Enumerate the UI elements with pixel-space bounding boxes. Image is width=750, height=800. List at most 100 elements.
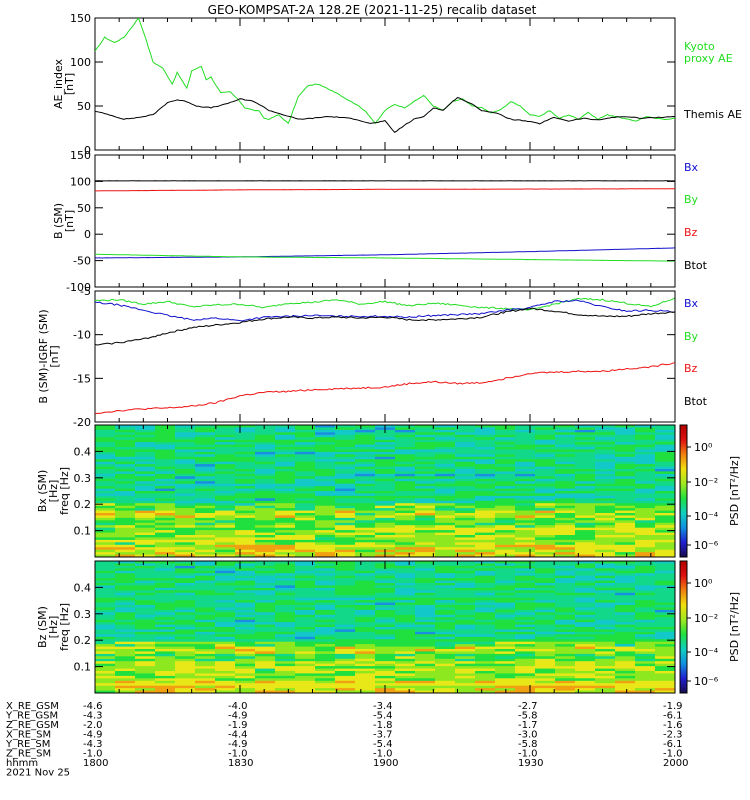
- spectrogram-cell: [555, 532, 576, 536]
- spectrogram-cell: [355, 617, 376, 621]
- spectrogram-cell: [375, 631, 396, 635]
- spectrogram-cell: [635, 602, 656, 606]
- spectrogram-cell: [275, 456, 296, 460]
- spectrogram-cell: [335, 675, 356, 679]
- spectrogram-cell: [275, 427, 296, 431]
- spectrogram-cell: [235, 600, 256, 604]
- spectrogram-cell: [95, 658, 116, 662]
- spectrogram-cell: [195, 522, 216, 526]
- spectrogram-cell: [415, 685, 436, 689]
- spectrogram-cell: [195, 486, 216, 490]
- spectrogram-cell: [335, 656, 356, 660]
- spectrogram-cell: [235, 683, 256, 687]
- spectrogram-cell: [115, 561, 136, 564]
- spectrogram-cell: [335, 561, 356, 564]
- spectrogram-cell: [335, 629, 356, 633]
- spectrogram-cell: [255, 592, 276, 596]
- spectrogram-cell: [275, 437, 296, 441]
- spectrogram-cell: [315, 605, 336, 608]
- spectrogram-cell: [375, 527, 396, 531]
- spectrogram-cell: [555, 609, 576, 613]
- spectrogram-cell: [335, 456, 356, 460]
- spectrogram-cell: [255, 544, 276, 548]
- spectrogram-cell: [435, 673, 456, 677]
- spectrogram-cell: [655, 493, 675, 497]
- spectrogram-cell: [315, 585, 336, 589]
- spectrogram-cell: [175, 636, 196, 640]
- spectrogram-cell: [575, 508, 596, 512]
- spectrogram-cell: [215, 530, 236, 534]
- spectrogram-cell: [135, 517, 156, 521]
- spectrogram-cell: [195, 663, 216, 667]
- spectrogram-cell: [235, 510, 256, 514]
- spectrogram-cell: [455, 530, 476, 534]
- spectrogram-cell: [195, 549, 216, 553]
- panel-3: -20-15-10-5B (SM)-IGRF (SM)[nT]BxByBzBto…: [37, 285, 708, 429]
- spectrogram-cell: [375, 661, 396, 665]
- spectrogram-cell: [575, 429, 596, 433]
- spectrogram-cell: [375, 437, 396, 441]
- spectrogram-cell: [195, 605, 216, 608]
- spectrogram-cell: [335, 535, 356, 538]
- spectrogram-cell: [635, 563, 656, 567]
- spectrogram-cell: [315, 539, 336, 543]
- spectrogram-cell: [475, 661, 496, 665]
- spectrogram-cell: [615, 471, 636, 475]
- spectrogram-cell: [615, 547, 636, 551]
- spectrogram-cell: [455, 549, 476, 553]
- spectrogram-cell: [375, 609, 396, 613]
- spectrogram-cell: [655, 486, 675, 490]
- spectrogram-cell: [615, 513, 636, 516]
- spectrogram-cell: [315, 549, 336, 553]
- spectrogram-cell: [215, 639, 236, 643]
- spectrogram-cell: [335, 685, 356, 689]
- spectrogram-cell: [635, 651, 656, 655]
- spectrogram-cell: [235, 658, 256, 662]
- spectrogram-cell: [635, 622, 656, 626]
- spectrogram-cell: [155, 678, 176, 682]
- spectrogram-cell: [535, 578, 556, 582]
- spectrogram-cell: [275, 590, 296, 594]
- spectrogram-cell: [155, 515, 176, 519]
- spectrogram-cell: [355, 486, 376, 490]
- spectrogram-cell: [115, 547, 136, 551]
- spectrogram-cell: [575, 471, 596, 475]
- spectrogram-cell: [475, 525, 496, 529]
- spectrogram-cell: [375, 675, 396, 679]
- spectrogram-cell: [375, 680, 396, 684]
- spectrogram-cell: [615, 685, 636, 689]
- spectrogram-cell: [235, 663, 256, 667]
- spectrogram-cell: [595, 461, 616, 465]
- spectrogram-cell: [335, 554, 356, 557]
- spectrogram-cell: [395, 451, 416, 455]
- spectrogram-cell: [595, 513, 616, 516]
- spectrogram-cell: [215, 471, 236, 475]
- spectrogram-cell: [315, 680, 336, 684]
- spectrogram-cell: [155, 461, 176, 465]
- spectrogram-cell: [635, 688, 656, 692]
- spectrogram-cell: [555, 547, 576, 551]
- spectrogram-cell: [95, 646, 116, 650]
- spectrogram-cell: [415, 663, 436, 667]
- spectrogram-cell: [455, 590, 476, 594]
- spectrogram-cell: [435, 427, 456, 431]
- spectrogram-cell: [275, 592, 296, 596]
- ephemeris-value: -1.7: [518, 720, 538, 731]
- spectrogram-cell: [635, 590, 656, 594]
- spectrogram-cell: [515, 537, 536, 541]
- spectrogram-cell: [155, 612, 176, 616]
- spectrogram-cell: [575, 653, 596, 657]
- spectrogram-cell: [235, 552, 256, 556]
- spectrogram-cell: [435, 525, 456, 529]
- spectrogram-cell: [275, 675, 296, 679]
- spectrogram-cell: [655, 432, 675, 436]
- spectrogram-cell: [635, 592, 656, 596]
- spectrogram-cell: [535, 503, 556, 507]
- spectrogram-cell: [315, 631, 336, 635]
- spectrogram-cell: [235, 590, 256, 594]
- spectrogram-cell: [595, 488, 616, 492]
- spectrogram-cell: [375, 646, 396, 650]
- spectrogram-cell: [455, 466, 476, 470]
- spectrogram-cell: [535, 478, 556, 482]
